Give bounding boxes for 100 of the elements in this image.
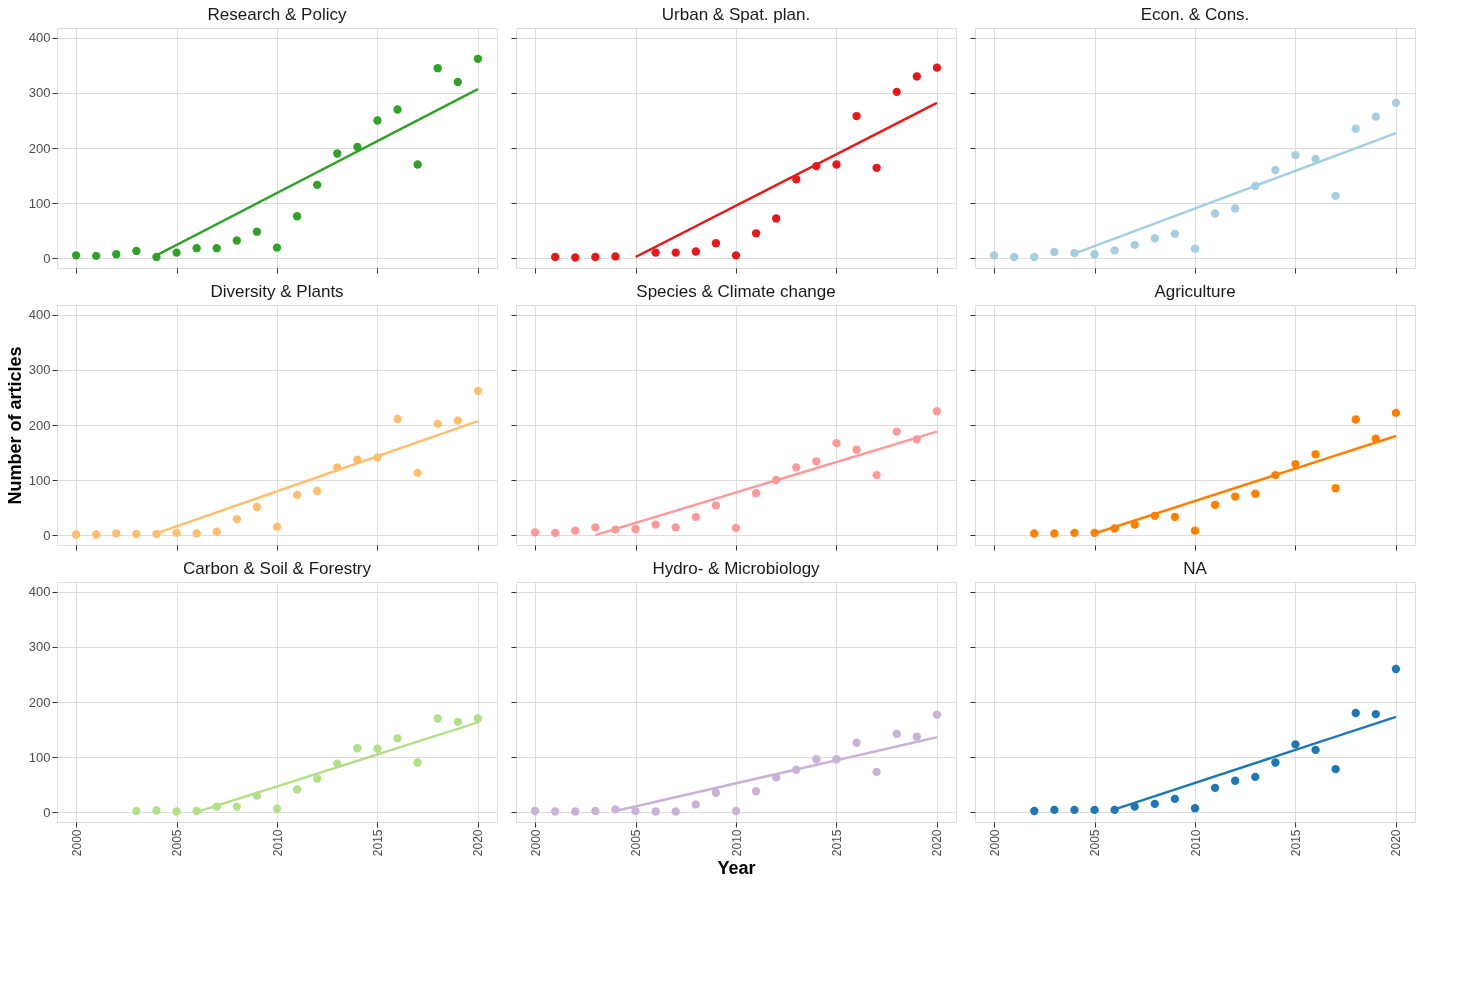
chart-title: NA (1183, 559, 1208, 578)
point (1351, 124, 1360, 133)
point (1331, 191, 1340, 201)
y-tick-label: 0 (43, 250, 51, 266)
point (272, 804, 282, 813)
point (1271, 758, 1280, 767)
point (232, 802, 241, 811)
point (71, 530, 81, 539)
point (373, 744, 382, 753)
point (1231, 204, 1240, 213)
point (711, 501, 721, 510)
y-tick-label: 0 (43, 804, 51, 820)
point (671, 807, 680, 816)
x-tick-label: 2010 (1188, 829, 1203, 857)
point (1190, 804, 1200, 813)
x-tick-label: 2000 (528, 829, 543, 857)
point (1190, 244, 1200, 253)
point (1170, 512, 1180, 522)
point (1170, 229, 1180, 239)
point (252, 227, 262, 236)
point (912, 72, 921, 81)
point (1090, 805, 1099, 815)
chart-title: Agriculture (1154, 282, 1236, 301)
point (711, 239, 721, 248)
point (932, 407, 942, 416)
point (192, 529, 201, 538)
x-tick-label: 2020 (1389, 829, 1404, 857)
point (932, 710, 942, 719)
point (872, 470, 881, 480)
point (1050, 529, 1059, 538)
point (751, 489, 761, 498)
point (453, 717, 462, 726)
y-tick-label: 400 (28, 307, 51, 323)
point (152, 806, 161, 815)
point (393, 734, 402, 743)
y-tick-label: 400 (28, 584, 51, 600)
point (1030, 529, 1039, 538)
point (671, 248, 680, 257)
point (292, 212, 302, 221)
point (172, 807, 181, 816)
point (852, 111, 861, 121)
point (1050, 247, 1059, 257)
point (313, 486, 322, 496)
point (591, 252, 600, 262)
point (333, 149, 342, 158)
y-tick-label: 0 (43, 527, 51, 543)
y-tick-label: 100 (28, 749, 51, 765)
point (651, 520, 660, 529)
point (172, 248, 181, 257)
point (1231, 492, 1240, 501)
point (373, 116, 382, 125)
point (132, 529, 141, 539)
y-tick-label: 400 (28, 30, 51, 46)
y-tick-label: 300 (28, 362, 51, 378)
point (1311, 450, 1320, 459)
point (671, 523, 680, 532)
point (852, 445, 861, 454)
point (1150, 799, 1159, 809)
point (551, 528, 560, 538)
point (1110, 246, 1119, 255)
point (530, 528, 540, 537)
x-tick-label: 2010 (270, 829, 285, 857)
point (1130, 240, 1139, 250)
point (651, 807, 660, 816)
point (313, 774, 322, 783)
point (1150, 234, 1159, 243)
point (1391, 408, 1401, 418)
point (1371, 709, 1380, 719)
chart-title: Carbon & Soil & Forestry (182, 559, 372, 578)
chart-title: Hydro- & Microbiology (652, 559, 821, 578)
point (1170, 794, 1180, 804)
x-tick-label: 2015 (1288, 829, 1303, 857)
point (473, 714, 483, 723)
point (1210, 500, 1220, 509)
x-tick-label: 2005 (1088, 829, 1103, 857)
point (872, 163, 881, 172)
point (232, 236, 241, 245)
point (691, 512, 700, 522)
x-tick-label: 2005 (629, 829, 644, 857)
point (1371, 112, 1380, 121)
chart-title: Diversity & Plants (210, 282, 344, 301)
point (1030, 806, 1039, 816)
x-tick-label: 2020 (930, 829, 945, 857)
point (1210, 209, 1220, 218)
point (1070, 528, 1079, 538)
point (551, 252, 560, 262)
point (1351, 708, 1360, 718)
point (832, 438, 841, 448)
point (1070, 805, 1079, 815)
point (1271, 165, 1280, 175)
point (1231, 776, 1240, 785)
point (530, 806, 540, 816)
point (892, 427, 901, 436)
x-tick-label: 2020 (471, 829, 486, 857)
point (731, 523, 741, 533)
point (892, 87, 901, 97)
x-tick-label: 2005 (170, 829, 185, 857)
y-tick-label: 200 (28, 694, 51, 710)
point (892, 729, 901, 739)
point (453, 416, 462, 425)
